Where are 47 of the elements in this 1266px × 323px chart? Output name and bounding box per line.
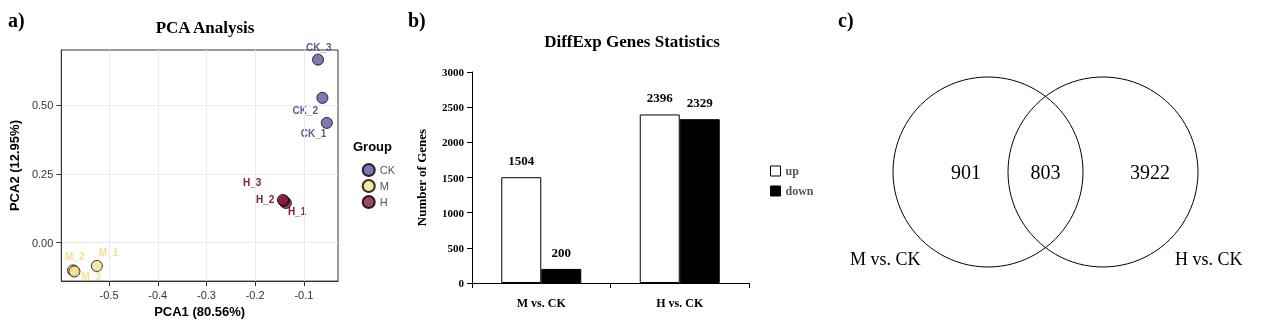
annotation: M_3 <box>81 270 102 282</box>
data-label: 200 <box>551 244 571 260</box>
y-tick-label: 2000 <box>442 136 465 149</box>
legend-label: down <box>785 184 814 198</box>
y-tick-label: 0 <box>458 277 465 289</box>
data-label: 901 <box>951 161 981 183</box>
y-tick-label: 0.50 <box>31 99 54 112</box>
y-axis-title: PCA2 (12.95%) <box>7 120 22 212</box>
y-axis-title: Number of Genes <box>414 128 429 227</box>
x-axis-title: PCA1 (80.56%) <box>154 304 246 319</box>
annotation: M_1 <box>98 247 119 259</box>
annotation: H_1 <box>287 206 307 218</box>
text: a) <box>8 9 25 32</box>
legend-label: CK <box>379 164 396 176</box>
x-tick-label: M vs. CK <box>516 296 567 310</box>
data-label: 1504 <box>508 153 535 169</box>
x-tick-label: -0.3 <box>196 288 216 301</box>
annotation: H_2 <box>255 193 275 205</box>
data-label: 2329 <box>686 95 714 111</box>
x-tick-label: -0.1 <box>294 288 314 301</box>
annotation: CK_1 <box>300 128 327 140</box>
data-label: 3922 <box>1130 161 1170 183</box>
data-label: 803 <box>1030 161 1061 183</box>
legend-title: Group <box>353 139 393 154</box>
chart-title: PCA Analysis <box>155 18 255 37</box>
category-label: H vs. CK <box>1175 249 1243 269</box>
text: c) <box>838 9 854 32</box>
text: b) <box>408 9 426 32</box>
y-tick-label: 1000 <box>442 206 465 219</box>
x-tick-label: -0.5 <box>99 288 119 301</box>
x-tick-label: -0.2 <box>245 288 265 301</box>
y-tick-label: 2500 <box>442 101 465 114</box>
y-tick-label: 1500 <box>442 171 465 184</box>
chart-title: DiffExp Genes Statistics <box>544 32 721 51</box>
x-tick-label: -0.4 <box>148 288 168 301</box>
y-tick-label: 0.00 <box>31 236 54 249</box>
legend-label: up <box>785 164 800 178</box>
legend-label: H <box>379 196 388 208</box>
y-tick-label: 0.25 <box>31 167 54 180</box>
legend-label: M <box>379 180 389 192</box>
category-label: M vs. CK <box>850 249 921 269</box>
y-tick-label: 3000 <box>442 66 465 78</box>
y-tick-label: 500 <box>447 241 465 254</box>
annotation: H_3 <box>242 177 262 189</box>
data-label: 2396 <box>646 90 674 106</box>
annotation: M_2 <box>65 250 85 262</box>
x-tick-label: H vs. CK <box>656 296 704 310</box>
